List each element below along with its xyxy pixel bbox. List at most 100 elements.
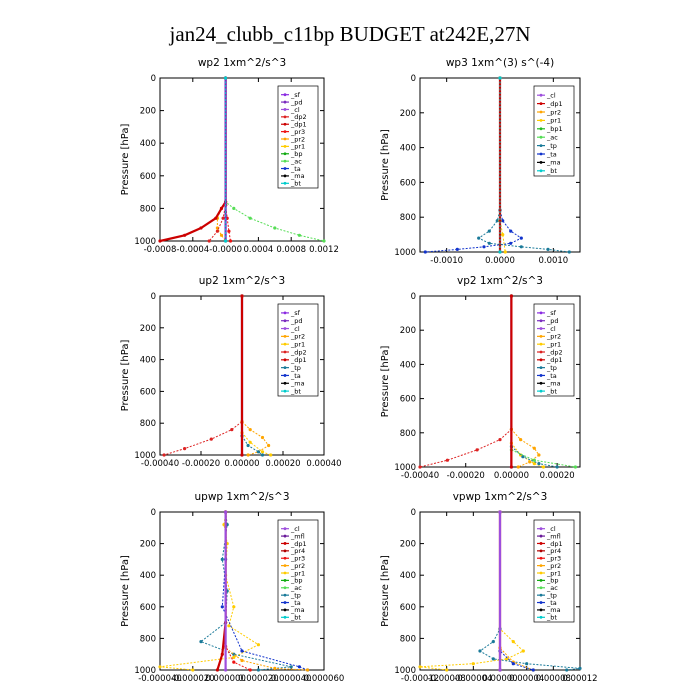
- series-point-pr1: [505, 657, 509, 661]
- legend-marker: [283, 327, 287, 330]
- y-tick-label: 0: [411, 74, 416, 84]
- series-point-pr2: [248, 428, 252, 432]
- legend-marker: [539, 319, 543, 323]
- legend-marker: [283, 342, 287, 346]
- series-point-pr2: [519, 438, 523, 442]
- y-tick-label: 400: [140, 571, 156, 581]
- legend-label: _pr1: [546, 569, 561, 577]
- legend-marker: [283, 159, 287, 163]
- series-point-dp1: [158, 239, 162, 243]
- y-tick-label: 0: [151, 74, 156, 84]
- x-tick-label: -0.0004: [176, 245, 209, 255]
- x-tick-label: 0.0000: [485, 256, 515, 266]
- series-point-tp: [256, 450, 260, 454]
- legend-marker: [283, 144, 287, 148]
- legend-marker: [283, 381, 287, 385]
- series-point-tp: [199, 640, 203, 644]
- series-point-dp1: [215, 668, 219, 672]
- legend-label: _ta: [290, 599, 301, 607]
- legend-label: _bp: [290, 577, 303, 585]
- legend-marker: [539, 593, 543, 597]
- series-point-dp1: [183, 233, 187, 237]
- series-point-pr1: [232, 655, 236, 660]
- legend-box: [533, 303, 575, 397]
- legend-label: _ma: [290, 172, 305, 180]
- legend-label: _dp2: [290, 348, 307, 356]
- legend-marker: [539, 144, 543, 148]
- series-point-dp1: [219, 206, 224, 210]
- series-point-tp: [220, 557, 224, 562]
- legend-marker: [539, 542, 543, 545]
- legend-marker: [539, 578, 543, 582]
- series-point-tp: [477, 236, 481, 240]
- series-point-tp: [555, 465, 559, 469]
- legend-label: _ma: [546, 380, 561, 388]
- legend-label: _ta: [546, 599, 557, 607]
- legend-label: _sf: [290, 91, 301, 99]
- series-point-pr1: [227, 624, 231, 628]
- y-tick-label: 600: [400, 178, 416, 188]
- series-point-ta: [531, 668, 535, 672]
- series-point-ta: [509, 229, 513, 233]
- legend-marker: [539, 152, 543, 156]
- legend-label: _pr3: [290, 555, 305, 563]
- legend-label: _mfl: [546, 532, 561, 540]
- legend-marker: [283, 100, 287, 104]
- y-tick-label: 800: [140, 634, 156, 644]
- series-line-pr2: [225, 512, 308, 671]
- legend-marker: [283, 334, 287, 338]
- series-line-dp2: [163, 296, 243, 456]
- x-tick-label: 0.00020: [265, 459, 300, 469]
- y-tick-label: 600: [140, 387, 156, 397]
- panel-1: wp2 1xm^2/s^3 Pressure [hPa] 0 200 400 600 800…: [120, 57, 339, 255]
- legend-box: [277, 303, 319, 397]
- series-point-ta: [240, 649, 244, 653]
- series-point-tp: [491, 657, 495, 661]
- y-axis-label: Pressure [hPa]: [380, 129, 391, 201]
- y-tick-label: 600: [140, 603, 156, 613]
- legend-marker: [539, 311, 543, 315]
- series-point-ta: [509, 241, 513, 245]
- legend-label: _pd: [546, 317, 559, 325]
- legend-marker: [539, 601, 543, 604]
- series-point-pr1: [158, 665, 162, 669]
- legend-label: _ma: [290, 606, 305, 614]
- y-tick-label: 800: [400, 634, 416, 644]
- legend-marker: [283, 122, 287, 126]
- series-point-dp1: [240, 453, 244, 457]
- legend: _cl_dp1_pr2_pr1_bp1_ac_tp_ta_ma_bt: [533, 85, 575, 177]
- legend-marker: [539, 102, 543, 105]
- series-point-pr2: [273, 666, 277, 671]
- series-point-tp: [260, 453, 265, 457]
- x-tick-label: -0.00020: [182, 459, 220, 469]
- y-axis-label: Pressure [hPa]: [380, 555, 391, 627]
- legend-label: _dp1: [546, 356, 563, 364]
- legend-marker: [539, 571, 543, 575]
- legend-label: _pr1: [290, 340, 305, 348]
- y-tick-label: 1000: [394, 666, 416, 676]
- series-point-pr1: [503, 250, 507, 254]
- plot-frame: [159, 511, 325, 671]
- legend-label: _pr1: [546, 117, 561, 125]
- series-point-tp: [546, 247, 550, 251]
- series-point-pr2: [516, 465, 520, 469]
- series-point-ac: [322, 239, 326, 243]
- legend-label: _ta: [546, 372, 557, 380]
- series-point-ac: [248, 216, 252, 220]
- series-line-tp: [479, 512, 581, 671]
- x-tick-label: -0.0010: [430, 256, 463, 266]
- legend-marker: [539, 342, 543, 346]
- legend: _sf_pd_cl_dp2_dp1_pr3_pr2_pr1_bp_ac_ta_m…: [277, 85, 319, 189]
- legend-marker: [539, 549, 543, 553]
- series-line-pr1: [241, 296, 271, 456]
- series-point-pr2: [240, 658, 244, 663]
- legend-marker: [539, 586, 543, 590]
- y-tick-label: 200: [400, 540, 416, 550]
- legend-marker: [283, 542, 287, 545]
- series-point-pr1: [191, 668, 195, 672]
- y-tick-label: 800: [400, 429, 416, 439]
- legend-label: _pr4: [546, 547, 561, 555]
- y-axis-label: Pressure [hPa]: [120, 340, 131, 412]
- legend-marker: [539, 169, 543, 173]
- y-tick-label: 400: [140, 139, 156, 149]
